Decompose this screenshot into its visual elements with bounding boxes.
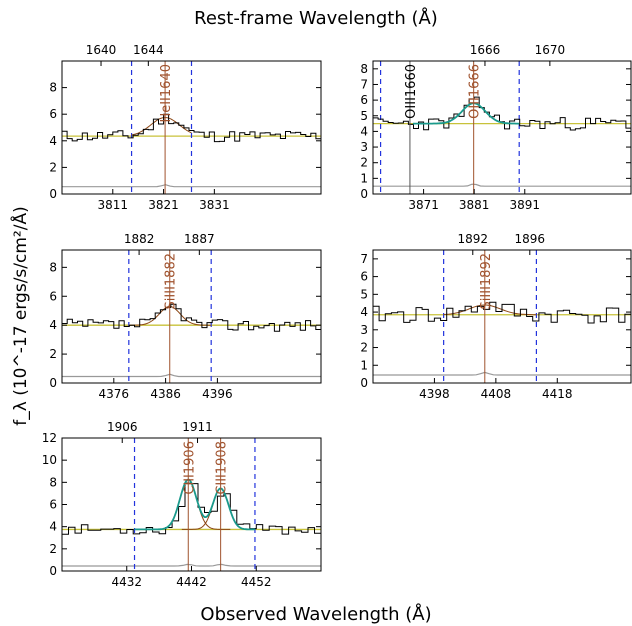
x-tick-label: 3871	[408, 198, 439, 212]
panel-2: OIII1660 OIII1666 3871 3881 3891 1666 1670 0 12 3…	[360, 43, 632, 212]
x-tick-label: 4408	[481, 387, 512, 401]
line-label-1: OIII1660	[404, 64, 419, 119]
y-tick-label: 6	[360, 93, 368, 107]
plot-area	[373, 61, 631, 194]
y-tick-label: 3	[360, 323, 368, 337]
error-spectrum	[62, 563, 321, 567]
rest-tick-label: 1911	[182, 420, 213, 434]
rest-tick-label: 1887	[184, 232, 215, 246]
spectrum	[62, 482, 321, 535]
rest-tick-label: 1670	[535, 43, 566, 57]
y-tick-label: 7	[360, 77, 368, 91]
error-spectrum	[373, 183, 631, 187]
y-tick-label: 4	[49, 318, 57, 332]
y-tick-label: 2	[49, 160, 57, 174]
y-tick-label: 2	[49, 542, 57, 556]
spectrum	[373, 301, 631, 324]
axes-frame	[372, 60, 632, 195]
line-label-1: CIII1906	[182, 441, 197, 495]
x-tick-label: 4432	[111, 575, 142, 589]
y-tick-label: 8	[49, 81, 57, 95]
x-tick-label: 4452	[241, 575, 272, 589]
y-tick-label: 4	[360, 305, 368, 319]
y-tick-label: 4	[49, 520, 57, 534]
panel-4: SiIII1892 4398 4408 4418 1892 1896 0 1 2 3 4 5 6 7	[360, 232, 632, 401]
y-tick-label: 2	[360, 156, 368, 170]
y-tick-label: 6	[360, 270, 368, 284]
line-label-1: HeII1640	[159, 64, 174, 123]
x-tick-label: 4442	[176, 575, 207, 589]
y-tick-label: 0	[360, 187, 368, 201]
plot-area	[62, 250, 321, 383]
rest-tick-label: 1892	[458, 232, 489, 246]
y-tick-label: 6	[49, 289, 57, 303]
x-tick-label: 3881	[459, 198, 490, 212]
axes-frame	[372, 249, 632, 384]
y-tick-label: 3	[360, 140, 368, 154]
fit-curve	[413, 102, 520, 125]
y-tick-label: 6	[49, 498, 57, 512]
y-tick-label: 1	[360, 171, 368, 185]
component-1	[131, 116, 192, 136]
spectrum	[62, 113, 321, 143]
x-tick-label: 3831	[199, 198, 230, 212]
y-tick-label: 7	[360, 252, 368, 266]
figure-left-label: f_λ (10^-17 ergs/s/cm²/Å)	[9, 206, 31, 425]
y-tick-label: 4	[49, 134, 57, 148]
x-tick-label: 4396	[202, 387, 233, 401]
y-tick-label: 2	[49, 347, 57, 361]
rest-tick-label: 1882	[124, 232, 155, 246]
plot-area	[62, 438, 321, 571]
x-tick-label: 4386	[150, 387, 181, 401]
y-tick-label: 2	[360, 341, 368, 355]
axes-frame	[61, 249, 322, 384]
line-label-1: SiIII1882	[164, 253, 179, 309]
x-tick-label: 3811	[98, 198, 129, 212]
y-tick-label: 10	[42, 453, 57, 467]
rest-tick-label: 1666	[470, 43, 501, 57]
y-tick-label: 8	[360, 62, 368, 76]
rest-tick-label: 1640	[86, 43, 117, 57]
x-tick-label: 3821	[148, 198, 179, 212]
error-spectrum	[373, 371, 631, 376]
spectrum	[62, 303, 321, 332]
y-tick-label: 12	[42, 431, 57, 445]
line-label-1: SiIII1892	[479, 253, 494, 309]
line-label-2: OIII1666	[468, 64, 483, 119]
figure-bottom-label: Observed Wavelength (Å)	[200, 603, 431, 625]
y-tick-label: 8	[49, 475, 57, 489]
x-tick-label: 4418	[542, 387, 573, 401]
y-tick-label: 0	[360, 376, 368, 390]
y-tick-label: 5	[360, 109, 368, 123]
y-tick-label: 4	[360, 124, 368, 138]
error-spectrum	[62, 373, 321, 378]
line-label-2: CIII1908	[215, 441, 230, 495]
rest-tick-label: 1644	[133, 43, 164, 57]
y-tick-label: 0	[49, 564, 57, 578]
axes-frame	[61, 60, 322, 195]
rest-tick-label: 1896	[515, 232, 546, 246]
plot-area	[62, 61, 321, 194]
x-tick-label: 4376	[99, 387, 130, 401]
figure-top-label: Rest-frame Wavelength (Å)	[194, 7, 438, 29]
rest-tick-label: 1906	[107, 420, 138, 434]
y-tick-label: 8	[49, 260, 57, 274]
panel-5: CIII1906 CIII1908 4432 4442 4452 1906 1911 0 2 4 6…	[42, 420, 322, 589]
error-spectrum	[62, 184, 321, 188]
spectrum	[373, 96, 631, 131]
y-tick-label: 0	[49, 187, 57, 201]
y-tick-label: 0	[49, 376, 57, 390]
x-tick-label: 4398	[419, 387, 450, 401]
y-tick-label: 6	[49, 107, 57, 121]
panel-1: HeII1640 3811 3821 3831 1640 1644 0 2 4 6 8	[49, 43, 322, 212]
y-tick-label: 1	[360, 358, 368, 372]
y-tick-label: 5	[360, 287, 368, 301]
x-tick-label: 3891	[509, 198, 540, 212]
fit-curve	[134, 478, 255, 531]
plot-area	[373, 250, 631, 383]
panel-3: SiIII1882 4376 4386 4396 1882 1887 0 2 4 6 8	[49, 232, 322, 401]
